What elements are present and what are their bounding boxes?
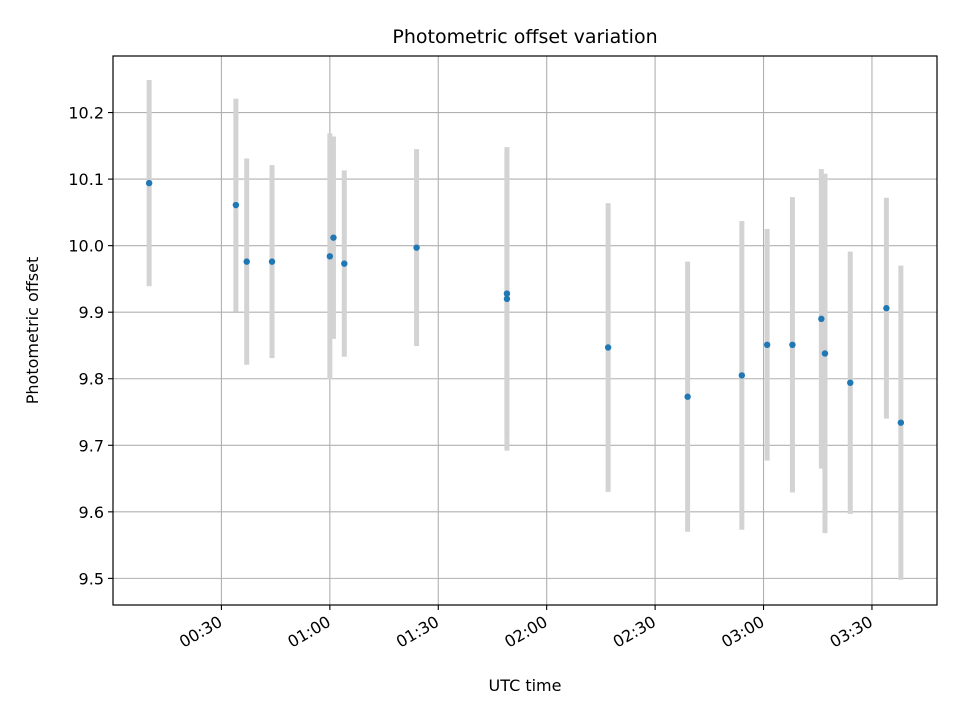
data-point: [738, 372, 746, 379]
data-point: [503, 295, 511, 303]
chart-title: Photometric offset variation: [392, 26, 657, 48]
plot-frame: [112, 55, 938, 606]
y-tick-label: 10.2: [68, 104, 104, 123]
data-point: [883, 305, 890, 312]
data-point: [847, 379, 854, 386]
y-axis-label: Photometric offset: [23, 257, 42, 405]
data-point: [604, 344, 612, 351]
data-point: [232, 201, 240, 209]
data-point: [763, 341, 771, 349]
data-point: [503, 290, 511, 297]
y-tick-label: 9.8: [79, 370, 104, 389]
data-point: [145, 179, 153, 187]
data-point: [326, 253, 334, 260]
data-point: [684, 393, 691, 400]
data-point: [413, 244, 420, 251]
y-tick-label: 9.6: [79, 503, 104, 522]
y-tick-label: 9.9: [79, 303, 104, 322]
grid-lines: [113, 56, 937, 605]
data-point: [818, 315, 825, 323]
data-point: [243, 258, 250, 265]
x-axis-label: UTC time: [489, 676, 562, 695]
data-point: [789, 341, 796, 349]
y-tick-label: 10.0: [68, 237, 104, 256]
y-tick-label: 9.7: [79, 436, 104, 455]
data-point: [821, 350, 829, 357]
data-point: [268, 258, 276, 265]
data-point: [341, 260, 348, 267]
data-points: [145, 179, 905, 426]
y-tick-label: 9.5: [79, 569, 104, 588]
data-point: [897, 419, 905, 426]
data-point: [330, 234, 337, 241]
y-tick-label: 10.1: [68, 170, 104, 189]
